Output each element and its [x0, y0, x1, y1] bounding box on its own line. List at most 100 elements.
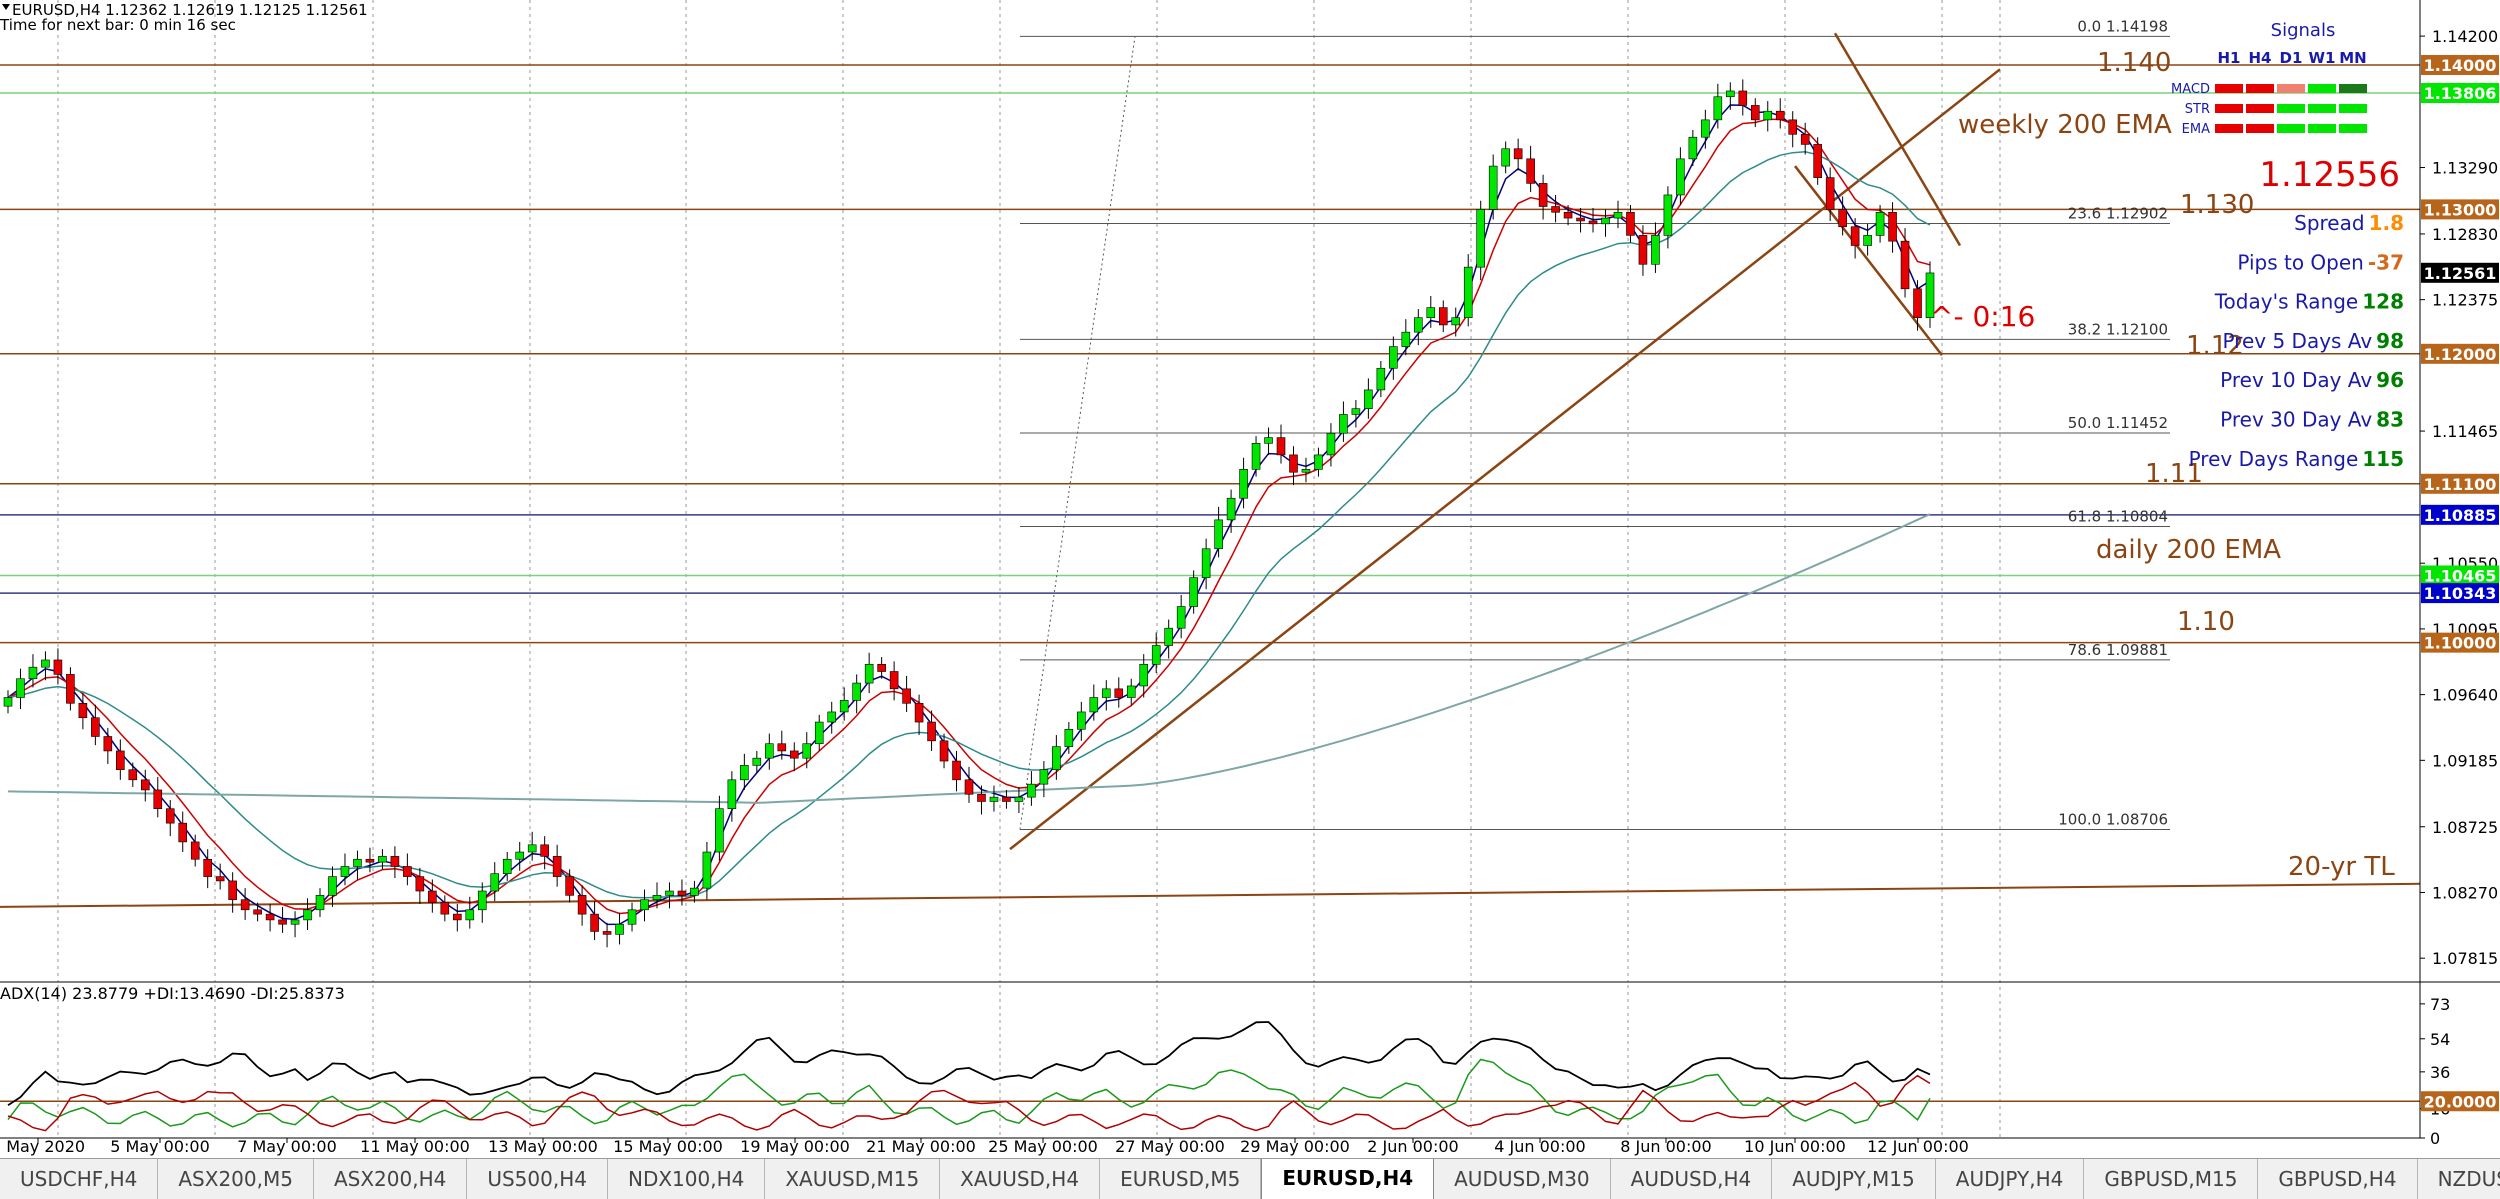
info-row-value: 1.8 [2369, 211, 2404, 235]
channel-upper [1833, 32, 1962, 247]
trendline-20yr [0, 882, 2421, 908]
candle-bear [403, 866, 412, 877]
price-tick-label: 1.13290 [2432, 159, 2498, 178]
time-label: 2 Jun 00:00 [1367, 1137, 1458, 1156]
tab-gbpusd-m15[interactable]: GBPUSD,M15 [2084, 1159, 2259, 1199]
tab-asx200-h4[interactable]: ASX200,H4 [314, 1159, 468, 1199]
candle-bull [1052, 746, 1061, 771]
candle-bull [615, 923, 624, 935]
candle-bear [53, 659, 63, 675]
candle-bear [590, 913, 599, 932]
candle-bear [1576, 217, 1585, 222]
candle-bear [153, 789, 163, 810]
fib-level-label: 50.0 1.11452 [2068, 414, 2168, 432]
candle-bull [16, 678, 25, 698]
label-20yr-tl: 20-yr TL [2288, 852, 2395, 882]
price-label-text: 1.10000 [2424, 634, 2497, 653]
candle-bull [715, 808, 724, 853]
candle-bull [1601, 217, 1610, 225]
label-112: 1.12 [2186, 331, 2244, 361]
signal-rows: MACD STR EMA [2171, 82, 2367, 137]
candle-bear [1002, 796, 1011, 802]
tab-xauusd-m15[interactable]: XAUUSD,M15 [765, 1159, 941, 1199]
candle-bull [1501, 148, 1510, 167]
tab-usdchf-h4[interactable]: USDCHF,H4 [0, 1159, 159, 1199]
candle-bull [490, 873, 500, 892]
label-weekly-ema: weekly 200 EMA [1958, 110, 2172, 140]
collapse-arrow-icon[interactable] [2, 4, 10, 10]
tab-xauusd-h4[interactable]: XAUUSD,H4 [940, 1159, 1101, 1199]
price-label-box [2421, 504, 2499, 525]
candle-bull [1389, 346, 1398, 369]
candle-bull [727, 779, 737, 810]
bid-price-big: 1.12556 [2259, 155, 2400, 195]
candle-bull [1264, 437, 1273, 444]
tab-eurusd-m5[interactable]: EURUSD,M5 [1100, 1159, 1262, 1199]
price-label-box [2421, 262, 2499, 283]
candle-bull [1925, 272, 1935, 319]
candles [3, 79, 1935, 948]
signal-row-label: MACD [2171, 82, 2210, 97]
time-label: 10 Jun 00:00 [1744, 1137, 1846, 1156]
info-row: Prev 10 Day Av 96 [2220, 368, 2404, 392]
candle-bear [140, 779, 150, 791]
candle-bear [914, 702, 924, 723]
signal-cell [2277, 124, 2305, 133]
candle-bull [1701, 119, 1710, 138]
candle-bear [78, 702, 88, 719]
candle-bull [1039, 769, 1049, 785]
chart-header: EURUSD,H4 1.12362 1.12619 1.12125 1.1256… [0, 1, 368, 34]
candle-bull [627, 909, 637, 925]
candle-bear [1588, 220, 1598, 225]
time-label: 1 May 2020 [0, 1137, 85, 1156]
indicator-axis: 73543616020.0000 [2420, 995, 2499, 1148]
chart-frame [0, 0, 2500, 1139]
symbol-tab-bar: USDCHF,H4 ASX200,M5 ASX200,H4 US500,H4 NDX10… [0, 1158, 2500, 1199]
tab-audusd-m30[interactable]: AUDUSD,M30 [1434, 1159, 1611, 1199]
candle-bull [1151, 645, 1161, 665]
info-row: Prev 30 Day Av 83 [2220, 408, 2404, 432]
candle-bull [303, 909, 312, 921]
candle-bear [1276, 437, 1286, 456]
time-label: 4 Jun 00:00 [1494, 1137, 1585, 1156]
fib-level-label: 78.6 1.09881 [2068, 641, 2168, 659]
tab-eurusd-h4[interactable]: EURUSD,H4 [1261, 1159, 1435, 1199]
candle-bear [440, 902, 450, 915]
tab-ndx100-h4[interactable]: NDX100,H4 [608, 1159, 766, 1199]
candle-bear [1838, 209, 1847, 228]
time-label: 7 May 00:00 [237, 1137, 337, 1156]
candle-bull [827, 711, 837, 723]
tab-us500-h4[interactable]: US500,H4 [467, 1159, 608, 1199]
candle-bull [1463, 266, 1473, 319]
time-label: 29 May 00:00 [1240, 1137, 1350, 1156]
candle-bear [777, 743, 787, 752]
candle-bull [340, 866, 350, 877]
candle-bull [702, 851, 712, 889]
candle-bull [752, 757, 762, 766]
candle-bear [977, 793, 986, 802]
signal-cell [2215, 124, 2243, 133]
candle-bull [477, 890, 487, 911]
signal-cell [2215, 84, 2243, 93]
candle-bull [1314, 454, 1323, 470]
tab-gbpusd-h4[interactable]: GBPUSD,H4 [2258, 1159, 2418, 1199]
candle-bear [415, 876, 425, 892]
tab-audjpy-m15[interactable]: AUDJPY,M15 [1772, 1159, 1936, 1199]
candle-bull [1364, 389, 1373, 409]
candle-bull [852, 682, 861, 701]
time-label: 12 Jun 00:00 [1867, 1137, 1969, 1156]
info-row-value: -37 [2368, 250, 2404, 274]
tab-audusd-h4[interactable]: AUDUSD,H4 [1611, 1159, 1773, 1199]
ind-tick-label: 0 [2430, 1129, 2440, 1148]
tab-audjpy-h4[interactable]: AUDJPY,H4 [1936, 1159, 2085, 1199]
tab-asx200-m5[interactable]: ASX200,M5 [158, 1159, 314, 1199]
price-tick-label: 1.09185 [2432, 751, 2498, 770]
tab-nzdusd-m30[interactable]: NZDUSD,M30 [2418, 1159, 2500, 1199]
candle-bull [3, 697, 13, 707]
candle-bear [1289, 454, 1298, 473]
candle-bear [1800, 134, 1810, 145]
signal-cell [2339, 124, 2367, 133]
candle-bear [677, 890, 687, 896]
label-110: 1.10 [2177, 607, 2235, 637]
